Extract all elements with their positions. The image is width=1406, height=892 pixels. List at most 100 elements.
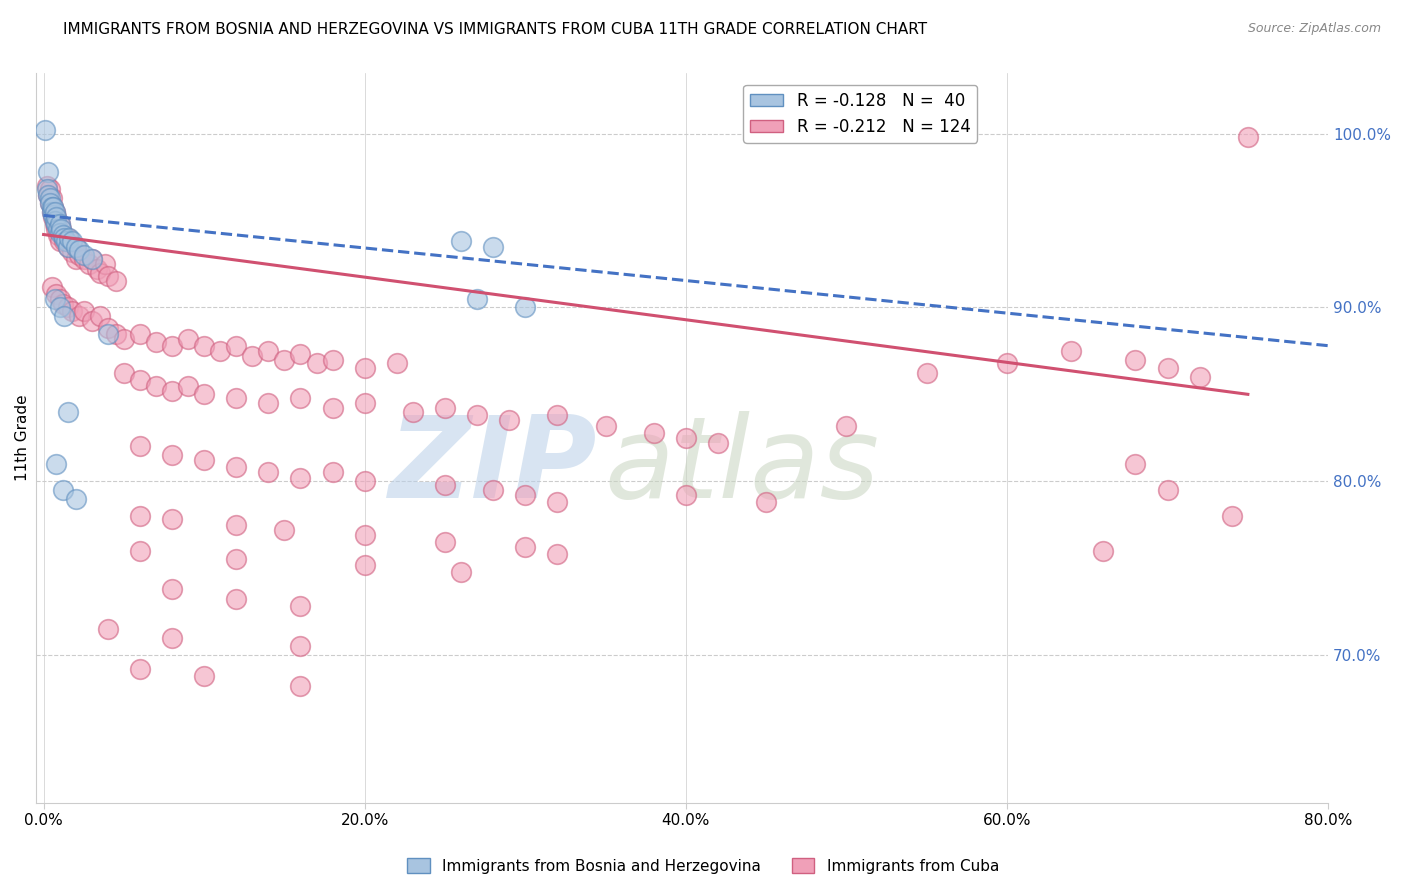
Point xyxy=(48,301,70,315)
Point xyxy=(39,196,62,211)
Point xyxy=(707,436,730,450)
Point xyxy=(45,222,67,236)
Point xyxy=(145,378,167,392)
Point xyxy=(45,217,67,231)
Text: IMMIGRANTS FROM BOSNIA AND HERZEGOVINA VS IMMIGRANTS FROM CUBA 11TH GRADE CORREL: IMMIGRANTS FROM BOSNIA AND HERZEGOVINA V… xyxy=(63,22,928,37)
Point xyxy=(353,396,375,410)
Point xyxy=(450,565,472,579)
Point xyxy=(482,483,505,497)
Point xyxy=(177,378,200,392)
Point xyxy=(37,187,59,202)
Point xyxy=(160,631,183,645)
Point xyxy=(290,679,312,693)
Point xyxy=(1188,370,1211,384)
Point xyxy=(546,408,568,422)
Point xyxy=(65,491,87,506)
Point xyxy=(42,200,65,214)
Point xyxy=(257,466,280,480)
Point xyxy=(42,208,65,222)
Point xyxy=(145,335,167,350)
Point xyxy=(45,210,67,224)
Point xyxy=(62,244,84,259)
Point xyxy=(353,361,375,376)
Point xyxy=(273,523,295,537)
Point xyxy=(53,309,76,323)
Point xyxy=(48,292,70,306)
Point xyxy=(257,343,280,358)
Point xyxy=(160,384,183,398)
Point xyxy=(62,304,84,318)
Point xyxy=(290,639,312,653)
Point xyxy=(39,191,62,205)
Point xyxy=(44,292,66,306)
Point xyxy=(273,352,295,367)
Point xyxy=(385,356,408,370)
Point xyxy=(1060,343,1083,358)
Point xyxy=(41,279,63,293)
Point xyxy=(129,508,152,523)
Point xyxy=(129,662,152,676)
Point xyxy=(45,210,67,224)
Point xyxy=(1156,361,1178,376)
Point xyxy=(67,309,90,323)
Point xyxy=(97,269,120,284)
Point xyxy=(434,535,457,549)
Point xyxy=(45,286,67,301)
Point xyxy=(193,453,215,467)
Point xyxy=(434,401,457,416)
Point xyxy=(257,396,280,410)
Point xyxy=(73,304,96,318)
Point xyxy=(322,466,344,480)
Point xyxy=(53,231,76,245)
Point xyxy=(52,227,75,242)
Point xyxy=(209,343,232,358)
Point xyxy=(97,326,120,341)
Point xyxy=(37,187,59,202)
Point xyxy=(755,495,778,509)
Point xyxy=(67,243,90,257)
Point xyxy=(41,191,63,205)
Point xyxy=(1220,508,1243,523)
Legend: R = -0.128   N =  40, R = -0.212   N = 124: R = -0.128 N = 40, R = -0.212 N = 124 xyxy=(744,85,977,143)
Point xyxy=(515,488,537,502)
Point xyxy=(290,599,312,614)
Point xyxy=(42,210,65,224)
Point xyxy=(41,205,63,219)
Point xyxy=(225,592,247,607)
Point xyxy=(515,540,537,554)
Point xyxy=(80,252,103,266)
Point xyxy=(482,240,505,254)
Point xyxy=(129,373,152,387)
Point xyxy=(305,356,328,370)
Point xyxy=(546,495,568,509)
Point xyxy=(97,321,120,335)
Point xyxy=(290,347,312,361)
Point xyxy=(86,262,108,277)
Point xyxy=(290,391,312,405)
Point xyxy=(112,367,135,381)
Point xyxy=(52,227,75,242)
Text: ZIP: ZIP xyxy=(389,411,598,523)
Point xyxy=(465,408,488,422)
Point xyxy=(37,165,59,179)
Point xyxy=(434,477,457,491)
Point xyxy=(80,314,103,328)
Point xyxy=(48,235,70,249)
Point xyxy=(353,558,375,572)
Point xyxy=(193,669,215,683)
Point xyxy=(160,339,183,353)
Point xyxy=(67,248,90,262)
Point xyxy=(41,200,63,214)
Point xyxy=(34,123,56,137)
Point xyxy=(643,425,665,440)
Point xyxy=(104,274,127,288)
Point xyxy=(45,457,67,471)
Point xyxy=(240,349,263,363)
Point xyxy=(915,367,938,381)
Point xyxy=(515,301,537,315)
Point xyxy=(89,266,111,280)
Point xyxy=(1125,352,1147,367)
Point xyxy=(44,205,66,219)
Point xyxy=(129,326,152,341)
Point xyxy=(51,222,73,236)
